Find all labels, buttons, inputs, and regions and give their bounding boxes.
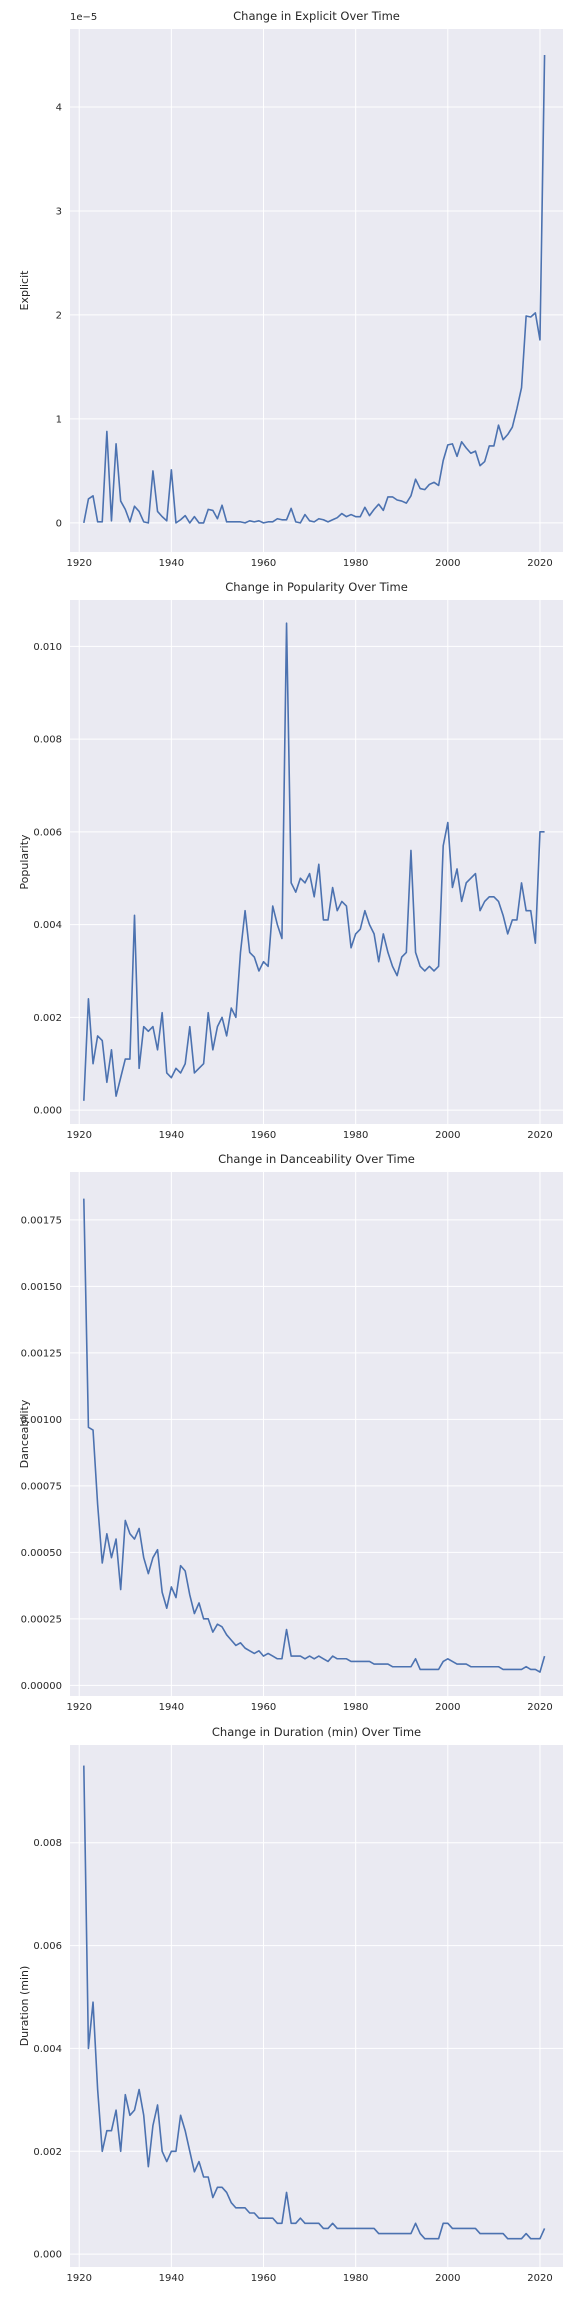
- x-tick-label: 1940: [159, 1702, 184, 1713]
- y-axis-label: Duration (min): [18, 1966, 31, 2047]
- chart-title: Change in Danceability Over Time: [218, 1152, 415, 1166]
- y-tick-label: 0.00050: [21, 1548, 62, 1559]
- series-line-1: [83, 1765, 546, 2240]
- y-tick-label: 4: [56, 102, 62, 113]
- x-tick-label: 1980: [343, 558, 368, 569]
- chart-title: Change in Explicit Over Time: [233, 9, 400, 23]
- y-tick-label: 0.002: [33, 1013, 62, 1024]
- y-tick-label: 0.00175: [21, 1215, 62, 1226]
- y-tick-label: 0: [56, 518, 62, 529]
- x-tick-label: 2000: [435, 2273, 460, 2284]
- x-tick-label: 1920: [66, 2273, 91, 2284]
- y-tick-label: 2: [56, 310, 62, 321]
- y-tick-label: 0.008: [33, 735, 62, 746]
- chart-panel-2: 1920 1940 1960 1980 2000 2020 0.000 0.002 0.004 0…: [18, 580, 563, 1141]
- x-tick-label: 1960: [251, 558, 276, 569]
- plot-area: [70, 1172, 563, 1696]
- y-tick-label: 0.00025: [21, 1614, 62, 1625]
- y-tick-label: 0.00000: [21, 1681, 62, 1692]
- x-tick-label: 2000: [435, 1702, 460, 1713]
- x-tick-label: 1940: [159, 558, 184, 569]
- x-tick-label: 1920: [66, 558, 91, 569]
- x-tick-label: 2020: [527, 1702, 552, 1713]
- x-tick-label: 1940: [159, 2273, 184, 2284]
- plot-area: [70, 1745, 563, 2267]
- series-line-1: [83, 54, 546, 524]
- y-tick-label: 0.006: [33, 1941, 62, 1952]
- y-tick-label: 1: [56, 414, 62, 425]
- y-tick-label: 0.000: [33, 2250, 62, 2261]
- chart-panel-3: 1920 1940 1960 1980 2000 2020 0.00000 0.00025 0.…: [18, 1152, 563, 1713]
- y-tick-label: 0.00150: [21, 1282, 62, 1293]
- y-axis-label: Popularity: [18, 834, 31, 890]
- y-tick-label: 0.00075: [21, 1481, 62, 1492]
- x-tick-label: 1920: [66, 1130, 91, 1141]
- y-tick-label: 0.008: [33, 1838, 62, 1849]
- y-tick-label: 0.000: [33, 1106, 62, 1117]
- axis-offset-label: 1e−5: [70, 12, 97, 23]
- y-axis-label: Danceability: [18, 1399, 31, 1468]
- x-tick-label: 2020: [527, 1130, 552, 1141]
- y-tick-label: 0.006: [33, 827, 62, 838]
- x-tick-label: 1980: [343, 1702, 368, 1713]
- x-tick-label: 1960: [251, 2273, 276, 2284]
- plot-area: [70, 600, 563, 1124]
- series-line-1: [83, 1198, 546, 1673]
- x-tick-label: 1920: [66, 1702, 91, 1713]
- x-tick-label: 1940: [159, 1130, 184, 1141]
- y-tick-label: 0.010: [33, 642, 62, 653]
- y-axis-label: Explicit: [18, 270, 31, 311]
- y-tick-label: 0.00100: [21, 1415, 62, 1426]
- x-tick-label: 2000: [435, 558, 460, 569]
- chart-panel-4: 1920 1940 1960 1980 2000 2020 0.000 0.002 0.004 0…: [18, 1725, 563, 2284]
- x-tick-label: 1960: [251, 1702, 276, 1713]
- y-tick-label: 0.004: [33, 920, 62, 931]
- x-tick-label: 1980: [343, 1130, 368, 1141]
- x-tick-label: 2020: [527, 2273, 552, 2284]
- y-tick-label: 0.002: [33, 2147, 62, 2158]
- chart-panel-1: 1920 1940 1960 1980 2000 2020 0 1 2 3 4 Change in E…: [18, 9, 563, 569]
- y-tick-label: 3: [56, 206, 62, 217]
- x-tick-label: 1980: [343, 2273, 368, 2284]
- x-tick-label: 1960: [251, 1130, 276, 1141]
- chart-title: Change in Popularity Over Time: [225, 580, 408, 594]
- y-tick-label: 0.00125: [21, 1348, 62, 1359]
- x-tick-label: 2000: [435, 1130, 460, 1141]
- series-line-1: [83, 622, 545, 1101]
- y-tick-label: 0.004: [33, 2044, 62, 2055]
- chart-title: Change in Duration (min) Over Time: [212, 1725, 421, 1739]
- x-tick-label: 2020: [527, 558, 552, 569]
